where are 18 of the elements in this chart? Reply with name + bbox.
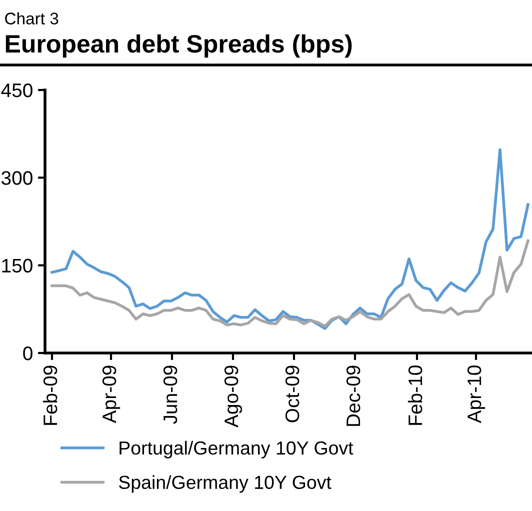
chart-title: European debt Spreads (bps) (6, 34, 352, 58)
caption: Chart 3 (5, 12, 58, 24)
legend-label: Spain/Germany 10Y Govt (118, 475, 332, 493)
x-tick-label: Jun-09 (163, 366, 178, 424)
x-tick-label: Feb-10 (408, 366, 422, 425)
y-tick-label: 450 (1, 83, 32, 98)
x-tick-label: Dec-09 (346, 366, 360, 426)
line-series (50, 148, 530, 330)
x-tick-label: Ago-09 (224, 366, 242, 428)
y-tick-label: 150 (2, 258, 32, 273)
line-series (50, 239, 530, 328)
x-tick-label: Apr-10 (467, 366, 486, 424)
y-tick-label: 0 (23, 346, 32, 360)
x-tick-label: Feb-09 (42, 366, 58, 425)
y-tick-label: 300 (1, 171, 32, 185)
legend-label: Portugal/Germany 10Y Govt (120, 440, 354, 458)
x-tick-label: Apr-09 (102, 366, 120, 424)
x-tick-label: Oct-09 (285, 366, 300, 422)
